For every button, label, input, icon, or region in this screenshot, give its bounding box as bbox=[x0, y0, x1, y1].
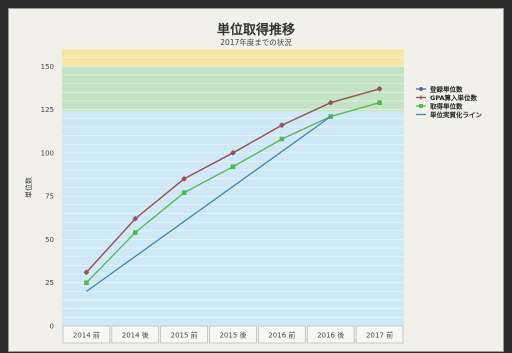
data-point bbox=[132, 216, 138, 222]
y-tick-label: 150 bbox=[41, 63, 54, 71]
x-tick-label: 2017 前 bbox=[366, 331, 393, 340]
x-category-box bbox=[209, 325, 257, 344]
band-0 bbox=[62, 111, 404, 326]
y-tick-label: 125 bbox=[41, 106, 54, 114]
x-tick-label: 2016 前 bbox=[268, 331, 295, 340]
x-category-box bbox=[258, 325, 306, 344]
y-tick-label: 75 bbox=[45, 193, 54, 201]
chart-frame: 単位取得推移 2017年度までの状況 0 25 50 75 100 125 150 単位数 20… bbox=[8, 8, 504, 352]
y-axis-label: 単位数 bbox=[24, 177, 33, 198]
x-category-box bbox=[355, 325, 404, 344]
series-line-3 bbox=[86, 115, 332, 292]
y-tick-label: 50 bbox=[45, 236, 54, 244]
y-tick-label: 100 bbox=[41, 149, 54, 157]
x-category-box bbox=[160, 325, 208, 344]
line-chart: 0 25 50 75 100 125 150 単位数 2014 前 2014 後 2015 前 201… bbox=[24, 48, 483, 344]
data-point bbox=[230, 164, 236, 170]
data-point bbox=[132, 230, 138, 235]
data-point bbox=[230, 150, 236, 156]
data-point bbox=[279, 136, 285, 142]
legend-marker bbox=[419, 87, 423, 91]
data-point bbox=[279, 122, 285, 128]
x-tick-label: 2015 後 bbox=[219, 331, 246, 340]
data-point bbox=[181, 190, 187, 195]
data-point bbox=[181, 176, 187, 182]
legend-label: 単位実質化ライン bbox=[430, 110, 483, 119]
x-tick-label: 2016 後 bbox=[317, 331, 344, 340]
x-category-box bbox=[306, 325, 355, 344]
x-tick-label: 2015 前 bbox=[171, 331, 198, 340]
data-point bbox=[377, 100, 382, 105]
legend-marker bbox=[419, 95, 423, 100]
legend-marker bbox=[419, 104, 423, 108]
x-tick-label: 2014 後 bbox=[122, 331, 149, 340]
data-point bbox=[83, 269, 89, 275]
x-category-box bbox=[62, 325, 111, 344]
y-tick-label: 25 bbox=[45, 279, 54, 287]
band-1 bbox=[62, 66, 404, 112]
chart-subtitle: 2017年度までの状況 bbox=[220, 38, 292, 47]
legend-label: 登録単位数 bbox=[429, 84, 463, 93]
data-point bbox=[84, 280, 89, 286]
legend-label: GPA算入単位数 bbox=[430, 93, 478, 102]
x-category-box bbox=[111, 325, 160, 344]
legend-label: 取得単位数 bbox=[430, 101, 463, 110]
data-point bbox=[377, 86, 383, 92]
x-tick-label: 2014 前 bbox=[73, 331, 100, 340]
y-tick-label: 0 bbox=[50, 323, 54, 331]
chart-title: 単位取得推移 bbox=[216, 23, 295, 38]
data-point bbox=[328, 100, 334, 106]
